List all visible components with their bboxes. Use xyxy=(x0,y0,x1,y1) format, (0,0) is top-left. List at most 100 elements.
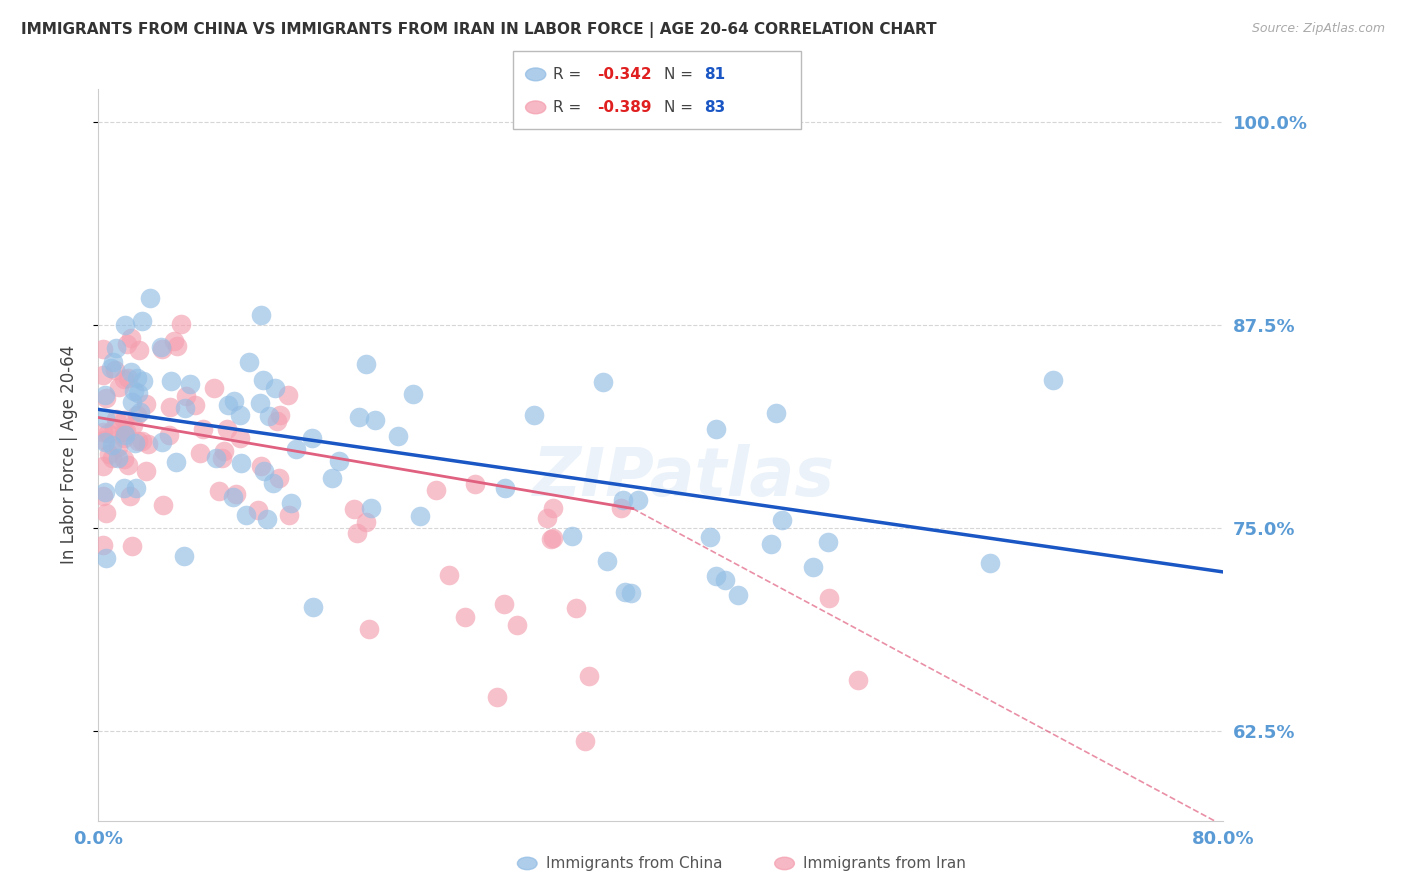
Point xyxy=(169,317,191,331)
Point xyxy=(96,391,118,405)
Point xyxy=(118,489,141,503)
Point xyxy=(115,425,138,439)
Point xyxy=(770,513,793,527)
Point xyxy=(94,388,117,402)
Point xyxy=(136,437,159,451)
Point xyxy=(574,733,596,747)
Point xyxy=(485,690,508,705)
Point xyxy=(120,330,142,344)
Point xyxy=(120,365,142,379)
Point xyxy=(269,409,291,423)
Point xyxy=(152,498,174,512)
Point xyxy=(269,471,291,485)
Point xyxy=(94,434,117,449)
Point xyxy=(592,375,614,389)
Point xyxy=(280,496,302,510)
Point xyxy=(204,451,226,466)
Point xyxy=(114,427,136,442)
Point xyxy=(543,532,565,546)
Point xyxy=(818,591,841,605)
Point xyxy=(284,442,307,456)
Point xyxy=(131,314,153,328)
Point xyxy=(277,508,299,522)
Point xyxy=(564,601,586,615)
Point xyxy=(132,374,155,388)
Point xyxy=(301,431,323,445)
Point xyxy=(179,376,201,391)
Point xyxy=(704,569,727,583)
Point xyxy=(523,408,546,422)
Point xyxy=(387,428,409,442)
Point xyxy=(139,292,162,306)
Point xyxy=(506,617,529,632)
Point xyxy=(536,511,558,525)
Point xyxy=(129,404,152,418)
Point xyxy=(127,386,149,401)
Point xyxy=(127,370,149,384)
Point xyxy=(214,444,236,458)
Point xyxy=(346,526,368,541)
Point xyxy=(112,372,135,386)
Point xyxy=(166,339,188,353)
Point xyxy=(114,431,136,445)
Point xyxy=(302,599,325,614)
Point xyxy=(253,464,276,478)
Point xyxy=(91,368,114,383)
Point xyxy=(112,451,135,466)
Point xyxy=(91,343,114,357)
Point xyxy=(208,484,231,499)
Point xyxy=(122,384,145,398)
Point xyxy=(619,586,641,600)
Point xyxy=(266,414,288,428)
Point xyxy=(101,355,124,369)
Point xyxy=(184,398,207,412)
Point xyxy=(235,508,257,523)
Text: ZIPatlas: ZIPatlas xyxy=(533,444,834,510)
Point xyxy=(166,455,188,469)
Point xyxy=(103,421,125,435)
Point xyxy=(159,427,181,442)
Point xyxy=(202,381,225,395)
Point xyxy=(222,393,245,408)
Point xyxy=(222,490,245,504)
Text: Immigrants from Iran: Immigrants from Iran xyxy=(803,856,966,871)
Point xyxy=(402,386,425,401)
Point xyxy=(699,530,721,544)
Point xyxy=(105,341,128,355)
Point xyxy=(217,398,239,412)
Point xyxy=(127,434,149,449)
Point xyxy=(264,381,287,395)
Point xyxy=(211,451,233,466)
Point xyxy=(229,456,252,470)
Point xyxy=(494,481,516,495)
Point xyxy=(150,343,173,357)
Point xyxy=(97,426,120,441)
Point xyxy=(125,409,148,423)
Point xyxy=(578,669,600,683)
Text: IMMIGRANTS FROM CHINA VS IMMIGRANTS FROM IRAN IN LABOR FORCE | AGE 20-64 CORRELA: IMMIGRANTS FROM CHINA VS IMMIGRANTS FROM… xyxy=(21,22,936,38)
Point xyxy=(121,394,143,409)
Point xyxy=(464,477,486,491)
Point xyxy=(104,363,127,377)
Point xyxy=(540,532,562,546)
Point xyxy=(191,422,214,436)
Point xyxy=(112,413,135,427)
Point xyxy=(596,554,619,568)
Text: 83: 83 xyxy=(704,100,725,115)
Point xyxy=(107,440,129,454)
Text: -0.342: -0.342 xyxy=(598,67,652,82)
Point xyxy=(360,501,382,516)
Point xyxy=(610,500,633,515)
Point xyxy=(1042,373,1064,387)
Point xyxy=(249,308,271,322)
Point xyxy=(112,425,135,440)
Point xyxy=(454,609,477,624)
Point xyxy=(215,422,238,436)
Text: -0.389: -0.389 xyxy=(598,100,652,115)
Point xyxy=(354,516,377,530)
Text: R =: R = xyxy=(553,100,586,115)
Point xyxy=(104,412,127,426)
Point xyxy=(627,493,650,508)
Point xyxy=(108,380,131,394)
Point xyxy=(252,373,274,387)
